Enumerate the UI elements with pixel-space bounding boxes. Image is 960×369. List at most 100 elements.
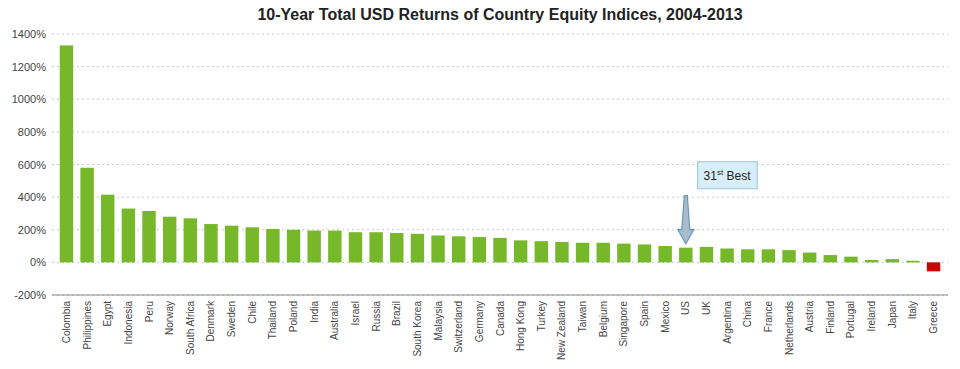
x-tick-label: China	[742, 301, 753, 328]
bar	[473, 237, 486, 262]
y-tick-label: 800%	[18, 126, 46, 138]
bar	[555, 242, 568, 262]
x-tick-label: Malaysia	[433, 301, 444, 341]
annotation: 31st Best	[678, 162, 757, 244]
y-tick-label: 1000%	[12, 93, 46, 105]
x-tick-label: Taiwan	[577, 301, 588, 332]
bar	[287, 230, 300, 263]
chart: 10-Year Total USD Returns of Country Equ…	[0, 0, 960, 369]
x-tick-label: Denmark	[205, 300, 216, 342]
bar	[679, 248, 692, 263]
x-tick-label: Norway	[164, 301, 175, 335]
grid-line	[52, 66, 948, 67]
y-tick-label: -200%	[14, 289, 46, 301]
grid-line	[52, 164, 948, 165]
bar	[122, 209, 135, 263]
bar	[906, 261, 919, 263]
bar	[865, 260, 878, 262]
x-tick-label: France	[763, 301, 774, 333]
bar	[266, 229, 279, 262]
x-tick-label: Peru	[144, 301, 155, 322]
bar	[246, 227, 259, 262]
x-tick-label: Turkey	[536, 301, 547, 331]
bar	[824, 255, 837, 262]
x-tick-label: Colombia	[61, 301, 72, 344]
bar	[349, 232, 362, 262]
x-tick-label: Poland	[288, 301, 299, 332]
bar	[638, 244, 651, 262]
bar	[762, 249, 775, 262]
x-tick-label: Indonesia	[123, 301, 134, 345]
x-tick-label: Spain	[639, 301, 650, 327]
x-tick-label: Netherlands	[784, 301, 795, 355]
bar	[369, 232, 382, 262]
title: 10-Year Total USD Returns of Country Equ…	[257, 6, 742, 23]
annotation-text: 31st Best	[704, 168, 752, 183]
bar	[803, 253, 816, 263]
x-tick-label: Italy	[907, 301, 918, 319]
bar	[741, 249, 754, 262]
bar	[225, 226, 238, 263]
bar	[184, 218, 197, 262]
bar	[617, 244, 630, 263]
grid-line	[52, 197, 948, 198]
x-tick-label: Belgium	[598, 301, 609, 337]
bar	[493, 238, 506, 262]
x-tick-label: Mexico	[660, 301, 671, 333]
bar	[886, 259, 899, 262]
bar	[80, 168, 93, 263]
x-tick-label: Germany	[474, 301, 485, 342]
bar	[658, 246, 671, 262]
x-tick-label: Japan	[887, 301, 898, 328]
x-tick-label: Australia	[329, 301, 340, 340]
bar	[431, 235, 444, 262]
grid	[52, 34, 948, 295]
grid-line	[52, 99, 948, 100]
x-tick-label: Argentina	[722, 301, 733, 344]
x-tick-label: Egypt	[102, 301, 113, 327]
bar	[204, 224, 217, 262]
y-tick-label: 1200%	[12, 61, 46, 73]
x-tick-label: Chile	[247, 301, 258, 324]
bar	[328, 231, 341, 263]
x-tick-label: Israel	[350, 301, 361, 325]
bars	[60, 45, 941, 271]
bar	[452, 236, 465, 262]
y-tick-label: 400%	[18, 191, 46, 203]
x-tick-label: Sweden	[226, 301, 237, 337]
x-tick-label: Greece	[928, 301, 939, 334]
x-tick-label: Portugal	[845, 301, 856, 338]
grid-line	[52, 131, 948, 132]
x-tick-label: Finland	[825, 301, 836, 334]
bar	[782, 250, 795, 262]
bar	[411, 234, 424, 263]
x-tick-label: South Korea	[412, 301, 423, 357]
x-tick-label: India	[309, 301, 320, 323]
grid-line	[52, 295, 948, 296]
x-tick-label: New Zealand	[556, 301, 567, 360]
bar	[142, 211, 155, 262]
x-tick-label: Thailand	[267, 301, 278, 339]
grid-line	[52, 34, 948, 35]
x-tick-label: Switzerland	[453, 301, 464, 353]
x-tick-label: US	[680, 301, 691, 315]
bar	[60, 45, 73, 262]
y-tick-label: 200%	[18, 224, 46, 236]
bar	[576, 243, 589, 263]
x-tick-label: Canada	[495, 301, 506, 336]
annotation-arrow	[678, 196, 694, 244]
annotation-box	[698, 162, 758, 189]
y-tick-label: 600%	[18, 159, 46, 171]
bar	[307, 231, 320, 263]
bar	[700, 247, 713, 262]
bar	[390, 233, 403, 262]
x-tick-label: Singapore	[618, 301, 629, 347]
x-tick-label: Philippines	[82, 301, 93, 349]
x-tick-label: Austria	[804, 301, 815, 333]
bar	[514, 240, 527, 262]
x-tick-label: South Africa	[185, 301, 196, 355]
y-tick-label: 1400%	[12, 28, 46, 40]
bar	[844, 257, 857, 263]
x-tick-label: UK	[701, 301, 712, 315]
x-tick-label: Ireland	[866, 301, 877, 332]
